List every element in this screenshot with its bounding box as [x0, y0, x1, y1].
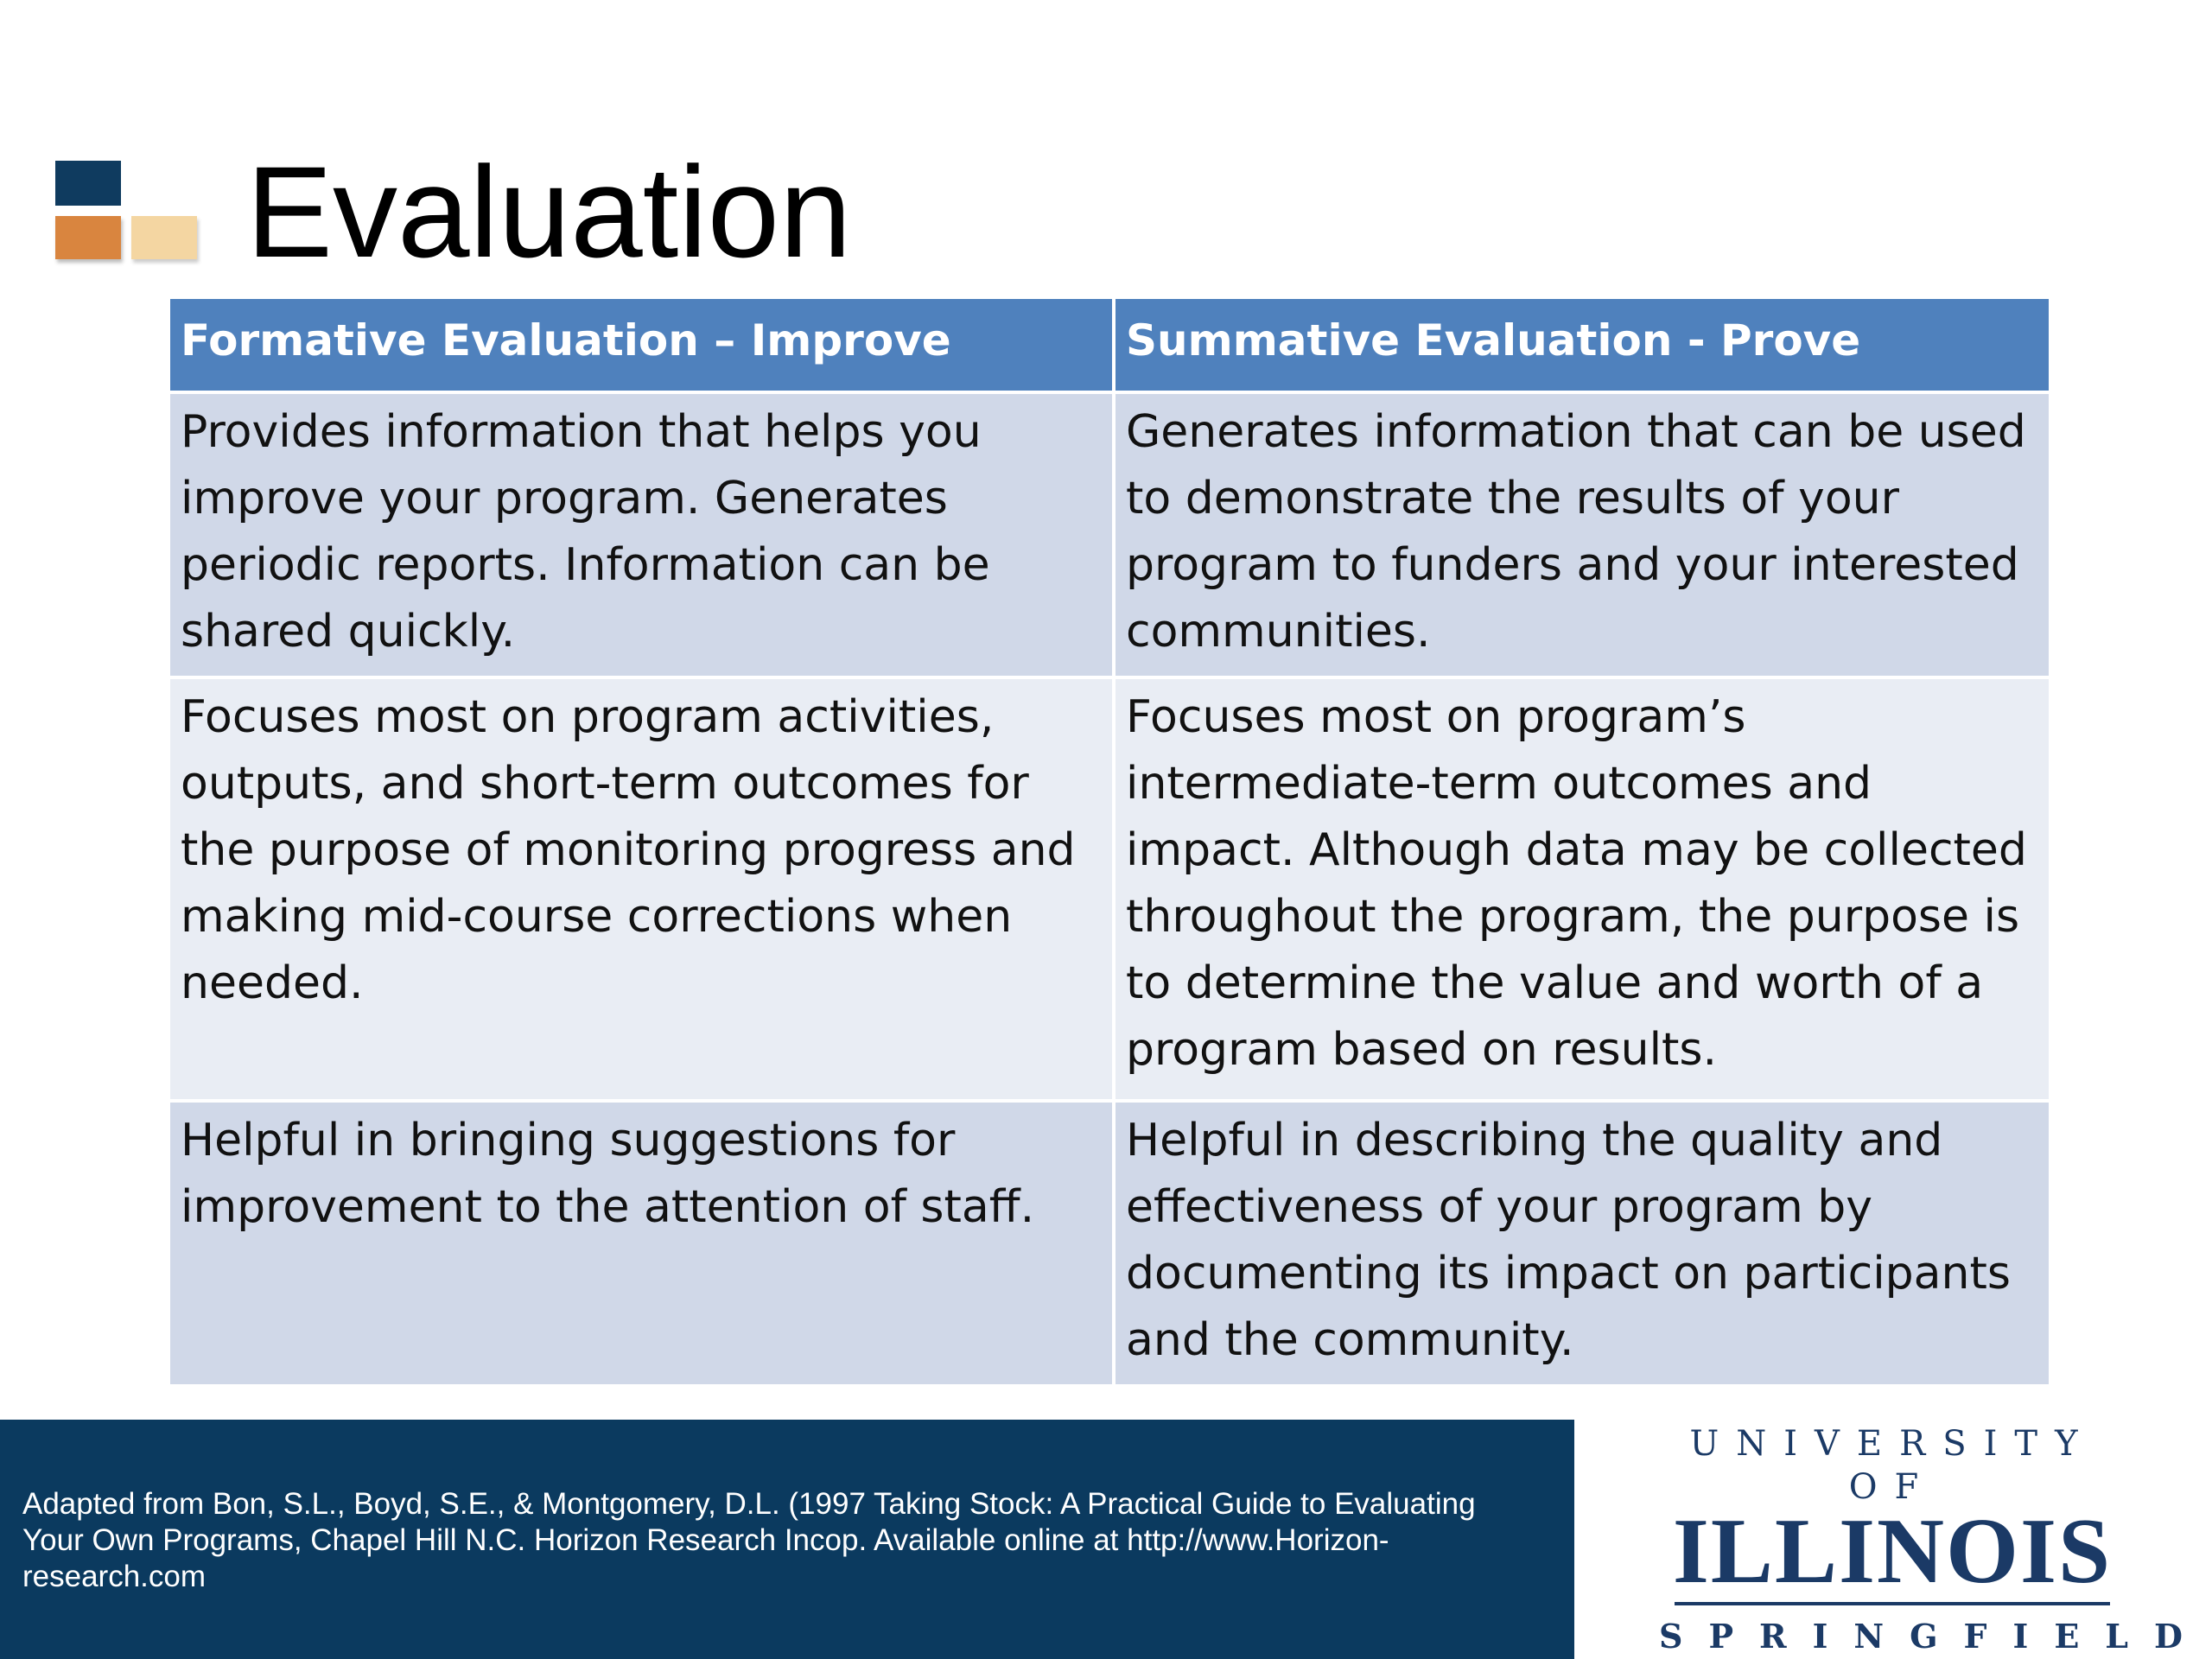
logo-top-text: UNIVERSITY OF: [1689, 1424, 2095, 1507]
decor-square-navy: [55, 161, 121, 206]
table-cell-summative: Helpful in describing the quality and ef…: [1112, 1099, 2052, 1388]
citation-text: Adapted from Bon, S.L., Boyd, S.E., & Mo…: [22, 1487, 1476, 1593]
header-formative: Formative Evaluation – Improve: [167, 296, 1116, 394]
table-cell-formative: Helpful in bringing suggestions for impr…: [167, 1099, 1116, 1388]
logo-divider: [1675, 1602, 2110, 1605]
table-cell-summative: Generates information that can be used t…: [1112, 391, 2052, 679]
decor-square-tan: [131, 216, 197, 259]
table-header-row: Formative Evaluation – Improve Summative…: [167, 296, 2052, 394]
table-cell-formative: Provides information that helps you impr…: [167, 391, 1116, 679]
table-row: Provides information that helps you impr…: [167, 391, 2052, 679]
university-logo: UNIVERSITY OF ILLINOIS SPRINGFIELD: [1659, 1417, 2209, 1657]
evaluation-table: Formative Evaluation – Improve Summative…: [167, 296, 2052, 1388]
header-summative: Summative Evaluation - Prove: [1112, 296, 2052, 394]
decor-square-orange: [55, 216, 121, 259]
slide-title: Evaluation: [246, 139, 852, 284]
footer-band: Adapted from Bon, S.L., Boyd, S.E., & Mo…: [0, 1420, 1574, 1659]
table-cell-formative: Focuses most on program activities, outp…: [167, 676, 1116, 1103]
logo-main-text: ILLINOIS: [1672, 1500, 2113, 1603]
table-row: Focuses most on program activities, outp…: [167, 676, 2052, 1103]
logo-bottom-text: SPRINGFIELD: [1659, 1617, 2209, 1656]
table-row: Helpful in bringing suggestions for impr…: [167, 1099, 2052, 1388]
table-cell-summative: Focuses most on program’s intermediate-t…: [1112, 676, 2052, 1103]
